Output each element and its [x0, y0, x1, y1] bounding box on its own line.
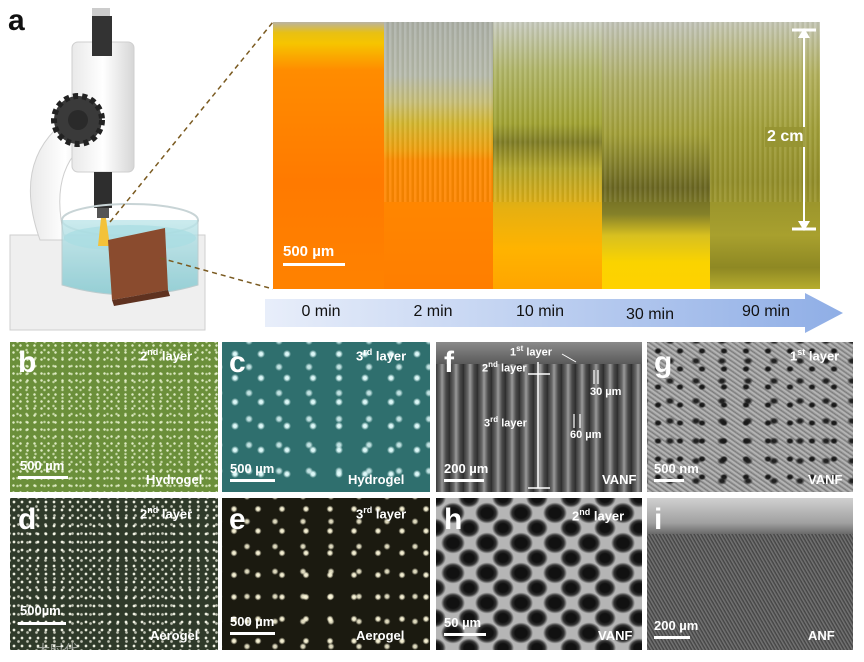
scale-bar-h — [444, 633, 486, 636]
material-label-g: VANF — [808, 472, 843, 487]
layer-label-g: 1st layer — [790, 347, 840, 364]
panel-label-b: b — [18, 346, 37, 379]
dimension-30-f: 30 µm — [590, 386, 622, 398]
scale-label-e: 500 µm — [230, 614, 275, 629]
time-label-2: 10 min — [515, 303, 565, 320]
panel-label-d: d — [18, 503, 37, 536]
time-label-1: 2 min — [413, 303, 453, 320]
panel-g-image — [647, 342, 853, 492]
scale-label-g: 500 nm — [654, 461, 699, 476]
layer-label-c: 3rd layer — [356, 347, 407, 364]
dimension-60-f: 60 µm — [570, 429, 602, 441]
panel-i-image — [647, 498, 853, 650]
layer-label-h: 2nd layer — [572, 507, 625, 524]
scale-bar-i — [654, 636, 690, 639]
scale-bar-label-a: 500 µm — [283, 243, 335, 260]
time-label-0: 0 min — [301, 303, 341, 320]
time-label-4: 90 min — [741, 303, 791, 320]
panel-f-image — [436, 342, 642, 492]
scale-bar-a — [283, 263, 345, 266]
time-label-3: 30 min — [625, 306, 675, 323]
panel-c-image — [222, 342, 430, 492]
height-marker-label: 2 cm — [765, 127, 806, 147]
material-label-e: Aerogel — [356, 628, 405, 643]
timeline-arrow — [265, 293, 843, 333]
scale-label-i: 200 µm — [654, 618, 699, 633]
layer2-label-f: 2nd layer — [482, 360, 527, 375]
panel-label-f: f — [444, 346, 454, 379]
microscope-illustration — [9, 8, 206, 331]
material-label-i: ANF — [808, 628, 835, 643]
scale-label-b: 500 µm — [20, 458, 65, 473]
scale-bar-c — [230, 479, 275, 482]
timelapse-image — [273, 22, 820, 289]
material-label-b: Hydrogel — [146, 472, 203, 487]
scale-label-h: 50 µm — [444, 615, 482, 630]
dimension-annotations-f — [528, 353, 599, 489]
watermark: 大时代 — [36, 642, 78, 658]
scale-bar-f — [444, 479, 484, 482]
layer-label-b: 2nd layer — [140, 347, 193, 364]
panel-b-image — [10, 342, 218, 492]
panel-h-image — [436, 498, 642, 650]
panel-label-e: e — [229, 503, 246, 536]
panel-e-image — [222, 498, 430, 650]
layer1-label-f: 1st layer — [510, 344, 553, 359]
layer-label-d: 2nd layer — [140, 505, 193, 522]
panel-label-c: c — [229, 346, 246, 379]
material-label-d: Aerogel — [150, 628, 199, 643]
scale-bar-b — [18, 476, 68, 479]
scale-bar-d — [18, 622, 66, 625]
panel-label-g: g — [654, 346, 673, 379]
panel-label-a: a — [8, 4, 25, 37]
scale-bar-g — [654, 479, 684, 482]
scale-label-f: 200 µm — [444, 461, 489, 476]
scale-label-d: 500µm — [20, 603, 61, 618]
material-label-c: Hydrogel — [348, 472, 405, 487]
scale-bar-e — [230, 632, 275, 635]
material-label-h: VANF — [598, 628, 633, 643]
layer-label-e: 3rd layer — [356, 505, 407, 522]
scale-label-c: 500 µm — [230, 461, 275, 476]
layer3-label-f: 3rd layer — [484, 415, 527, 430]
panel-label-h: h — [444, 503, 463, 536]
panel-label-i: i — [654, 503, 663, 536]
zoom-lines — [109, 21, 274, 290]
material-label-f: VANF — [602, 472, 637, 487]
